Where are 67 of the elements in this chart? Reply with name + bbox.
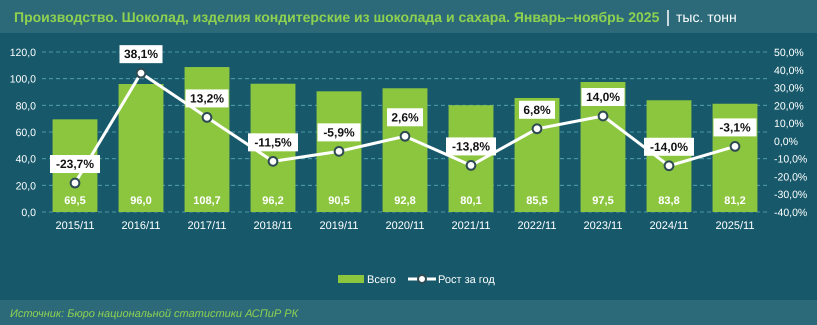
y2-tick-label: -10,0% <box>774 154 808 166</box>
legend-label: Всего <box>367 274 396 286</box>
point <box>532 123 542 134</box>
x-tick-label: 2020/11 <box>386 220 424 232</box>
y2-tick-label: 30,0% <box>774 82 804 95</box>
data-label: -11,5% <box>254 135 292 150</box>
legend-label: Рост за год <box>438 274 496 286</box>
data-label: 13,2% <box>190 91 224 106</box>
data-label: 6,8% <box>523 102 551 117</box>
y2-tick-label: 40,0% <box>774 64 804 77</box>
x-tick-label: 2016/11 <box>122 220 160 232</box>
y2-tick-label: -20,0% <box>774 171 808 184</box>
x-tick-label: 2023/11 <box>584 220 622 232</box>
data-label: -14,0% <box>650 140 688 154</box>
y-tick-label: 40,0 <box>16 154 36 166</box>
y-tick-label: 120,0 <box>10 47 36 59</box>
chart-subtitle: тыс. тонн <box>676 9 737 25</box>
y-tick-label: 0,0 <box>21 207 36 219</box>
data-label: 14,0% <box>586 90 620 104</box>
x-tick-label: 2017/11 <box>188 220 226 232</box>
data-label: 69,5 <box>64 195 86 207</box>
point <box>730 141 740 152</box>
data-label: 85,5 <box>526 195 548 207</box>
point <box>400 130 410 142</box>
y2-tick-label: 20,0% <box>774 100 804 112</box>
y2-tick-label: 10,0% <box>774 118 804 130</box>
point <box>268 156 278 167</box>
point <box>136 68 146 79</box>
x-tick-label: 2022/11 <box>518 220 556 232</box>
data-label: 96,0 <box>130 195 152 207</box>
data-label: 96,2 <box>262 195 284 207</box>
bar <box>118 84 164 212</box>
data-label: 92,8 <box>394 195 416 207</box>
y2-tick-label: 50,0% <box>774 47 804 59</box>
x-tick-label: 2015/11 <box>56 220 94 232</box>
y2-tick-label: -40,0% <box>774 207 808 219</box>
point <box>334 146 344 157</box>
y2-tick-label: -30,0% <box>774 189 808 202</box>
point <box>598 110 608 122</box>
text: Источник: Бюро национальной статистики АСПиР РК <box>10 308 299 320</box>
data-label: 38,1% <box>124 47 158 62</box>
y-tick-label: 80,0 <box>16 100 36 112</box>
y-tick-label: 100,0 <box>10 74 36 86</box>
data-label: -23,7% <box>56 157 94 172</box>
data-label: 2,6% <box>391 110 419 124</box>
data-label: -5,9% <box>323 125 355 140</box>
x-tick-label: 2025/11 <box>716 220 754 232</box>
x-tick-label: 2024/11 <box>650 220 688 232</box>
point <box>70 178 80 188</box>
point <box>664 160 674 172</box>
y2-tick-label: 0,0% <box>774 136 798 148</box>
data-label: 90,5 <box>328 195 350 207</box>
data-label: -3,1% <box>719 120 751 134</box>
data-label: 83,8 <box>658 195 680 207</box>
x-tick-label: 2018/11 <box>254 220 292 232</box>
data-label: -13,8% <box>452 139 490 154</box>
x-tick-label: 2019/11 <box>320 220 358 232</box>
y-tick-label: 20,0 <box>16 180 36 192</box>
x-tick-label: 2021/11 <box>452 220 490 232</box>
data-label: 97,5 <box>592 195 614 207</box>
point <box>466 160 476 171</box>
chart-title: Производство. Шоколад, изделия кондитерские из шоколада и сахара. Январь–ноябрь 2025 <box>14 9 660 25</box>
y-tick-label: 60,0 <box>16 127 36 139</box>
data-label: 81,2 <box>724 195 746 207</box>
point <box>202 112 212 123</box>
data-label: 108,7 <box>193 195 221 207</box>
data-label: 80,1 <box>460 195 482 207</box>
